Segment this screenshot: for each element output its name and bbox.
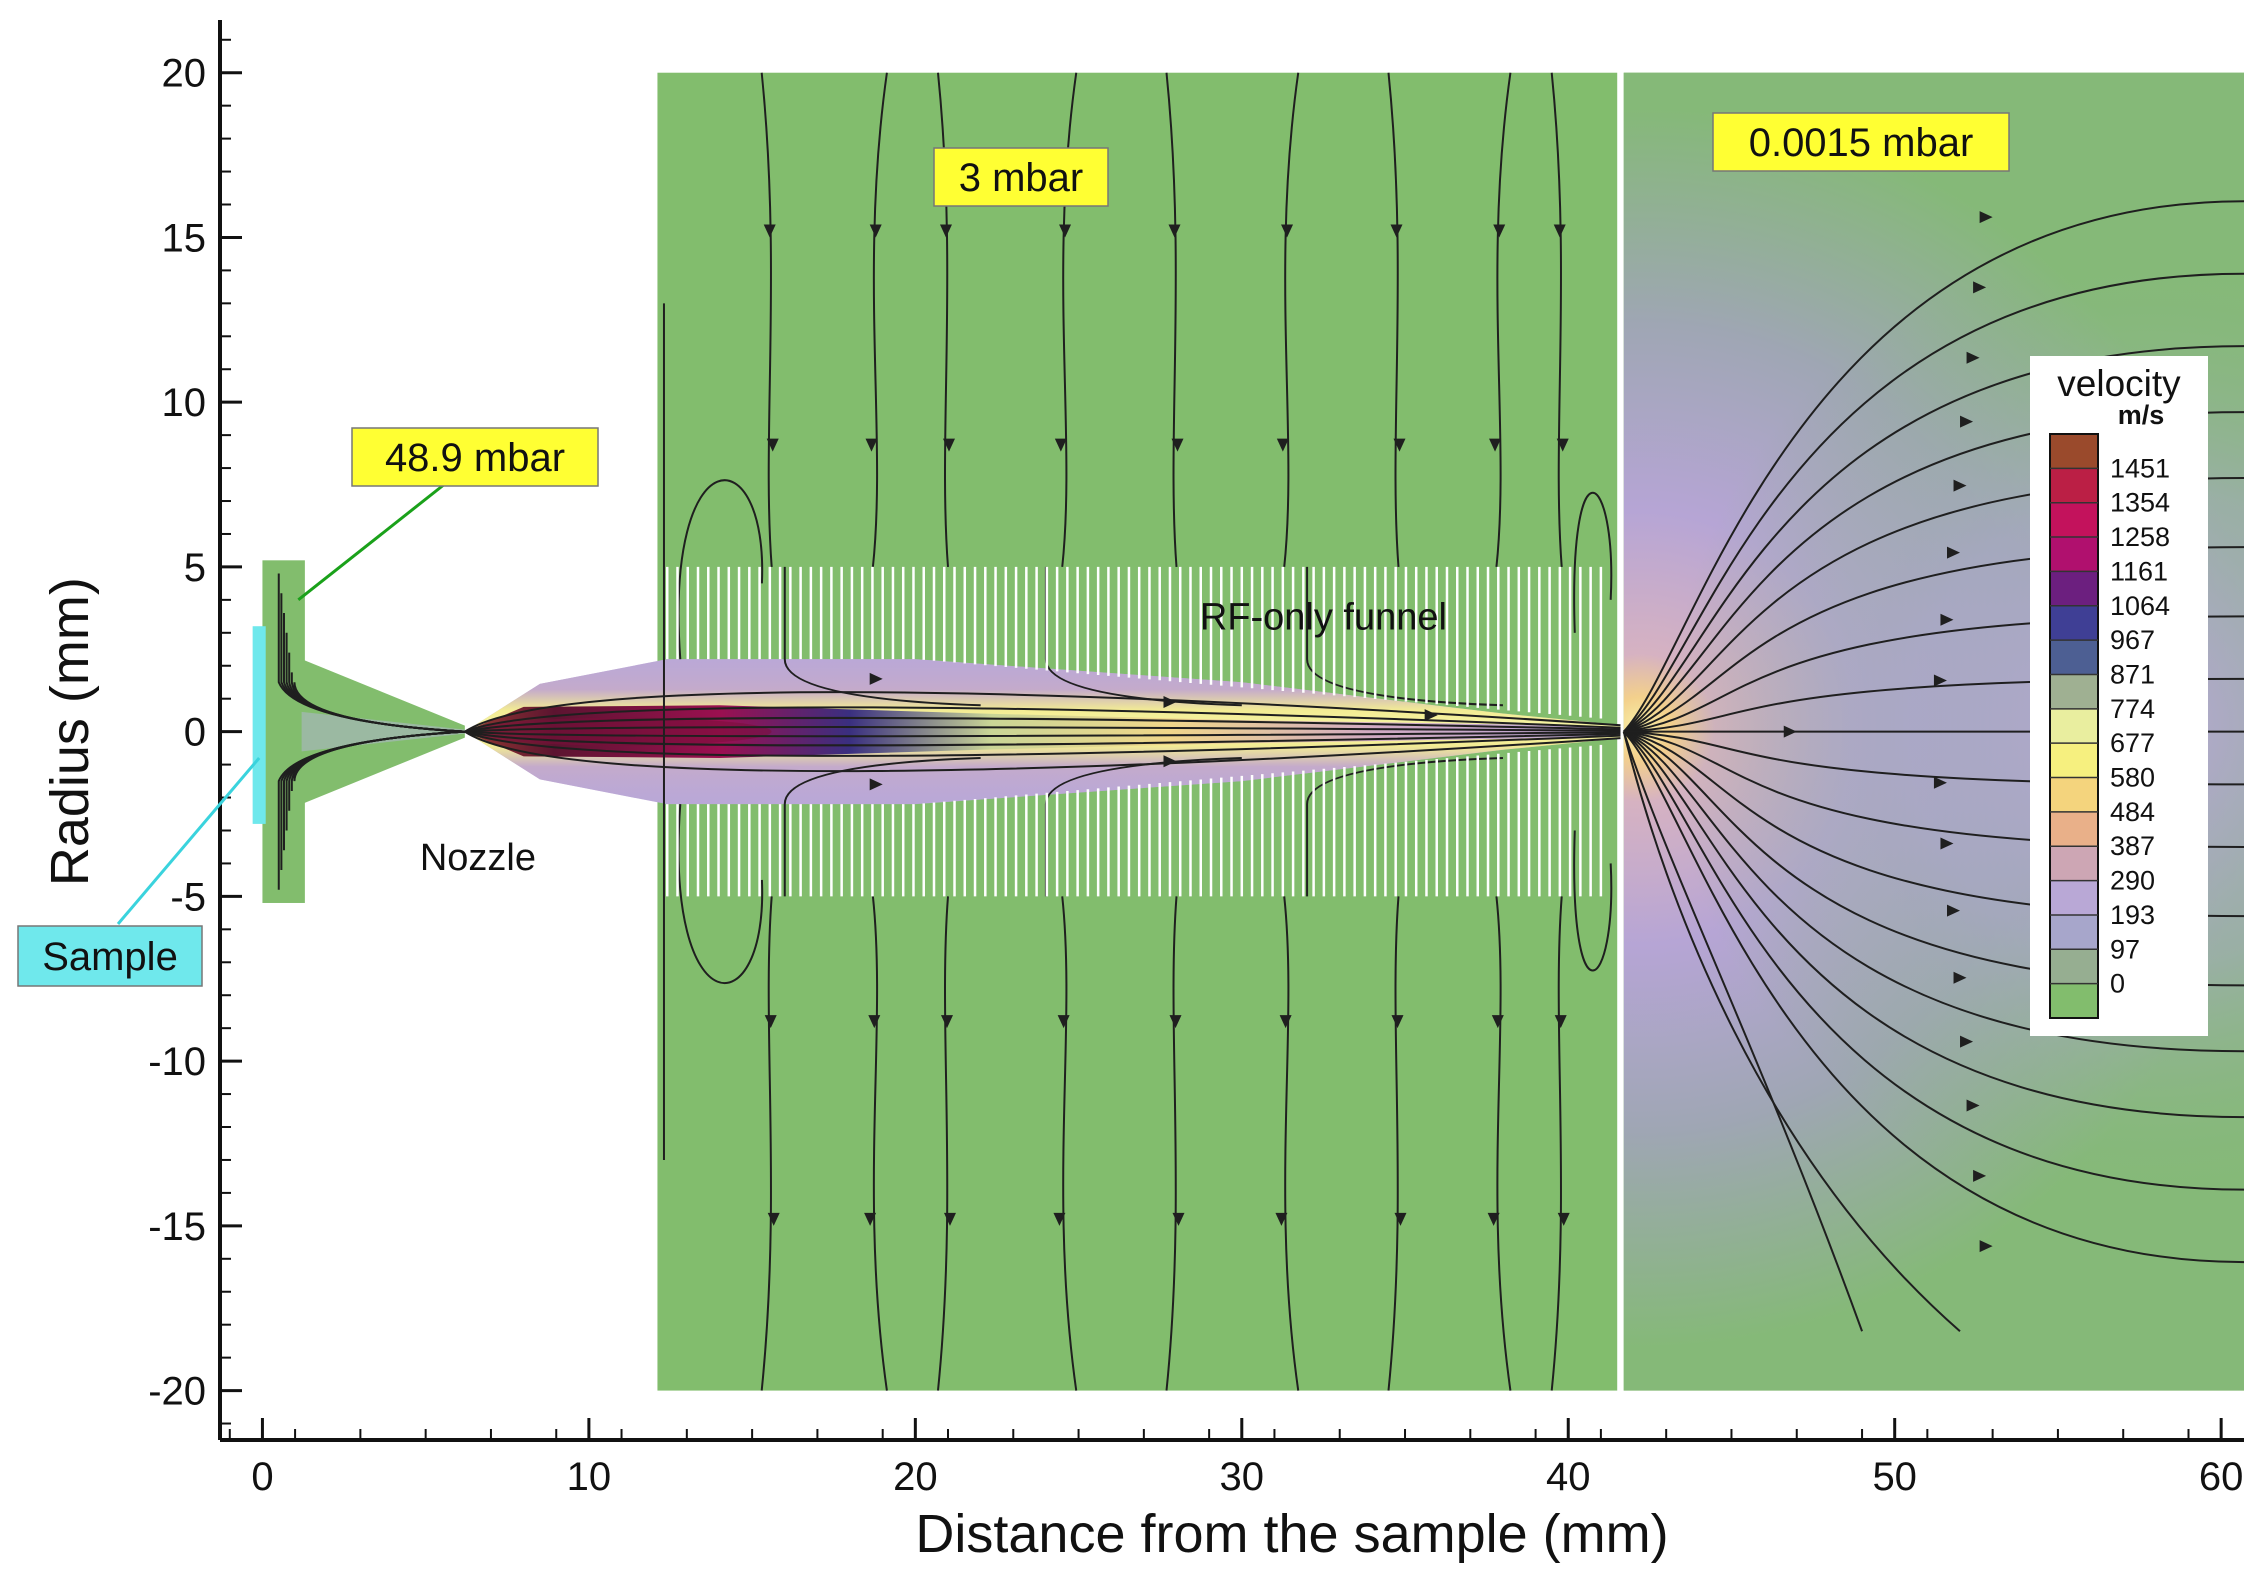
colorbar-label-10: 484 [2110, 797, 2155, 827]
colorbar-swatch-16 [2050, 984, 2098, 1019]
colorbar-label-0: 1451 [2110, 453, 2170, 483]
y-tick-label-5: -5 [170, 875, 206, 919]
colorbar-swatch-5 [2050, 606, 2098, 641]
x-tick-label-2: 20 [893, 1455, 938, 1499]
colorbar-label-1: 1354 [2110, 488, 2170, 518]
colorbar-label-5: 967 [2110, 625, 2155, 655]
jet-hot-spot [472, 718, 772, 746]
label-0.0015mbar: 0.0015 mbar [1749, 121, 1974, 165]
colorbar-swatch-7 [2050, 674, 2098, 709]
leader-48.9mbar [298, 472, 460, 600]
colorbar-swatch-0 [2050, 434, 2098, 469]
colorbar-swatch-13 [2050, 881, 2098, 916]
colorbar-label-2: 1258 [2110, 522, 2170, 552]
colorbar-swatch-6 [2050, 640, 2098, 675]
colorbar-swatch-12 [2050, 846, 2098, 881]
y-tick-label-6: -10 [148, 1040, 206, 1084]
label-3mbar: 3 mbar [959, 156, 1084, 200]
colorbar-swatch-8 [2050, 709, 2098, 744]
colorbar-swatch-1 [2050, 468, 2098, 503]
colorbar-swatch-2 [2050, 503, 2098, 538]
colorbar-label-15: 0 [2110, 969, 2125, 999]
colorbar-label-13: 193 [2110, 900, 2155, 930]
y-axis-title: Radius (mm) [40, 577, 100, 886]
label-sample: Sample [42, 935, 178, 979]
colorbar-label-4: 1064 [2110, 591, 2170, 621]
colorbar-label-7: 774 [2110, 694, 2155, 724]
colorbar-swatch-14 [2050, 915, 2098, 950]
x-tick-label-5: 50 [1872, 1455, 1917, 1499]
x-tick-label-4: 40 [1546, 1455, 1591, 1499]
colorbar-swatch-3 [2050, 537, 2098, 572]
region-48.9mbar-field [262, 560, 304, 903]
y-tick-label-8: -20 [148, 1370, 206, 1414]
x-tick-label-6: 60 [2199, 1455, 2244, 1499]
y-tick-label-2: 10 [162, 381, 207, 425]
x-tick-label-0: 0 [251, 1455, 273, 1499]
x-axis-title: Distance from the sample (mm) [915, 1504, 1668, 1564]
y-tick-label-7: -15 [148, 1205, 206, 1249]
colorbar-swatch-4 [2050, 571, 2098, 606]
sample-plate [253, 626, 266, 824]
colorbar-label-12: 290 [2110, 866, 2155, 896]
colorbar-swatch-9 [2050, 743, 2098, 778]
colorbar-swatch-11 [2050, 812, 2098, 847]
colorbar-unit: m/s [2118, 400, 2165, 430]
colorbar-label-9: 580 [2110, 763, 2155, 793]
colorbar-swatch-10 [2050, 778, 2098, 813]
colorbar-label-3: 1161 [2110, 556, 2168, 586]
y-tick-label-4: 0 [184, 711, 206, 755]
colorbar-label-8: 677 [2110, 728, 2155, 758]
y-tick-label-1: 15 [162, 216, 207, 260]
colorbar-label-6: 871 [2110, 659, 2155, 689]
label-rf-only-funnel: RF-only funnel [1200, 597, 1447, 639]
colorbar-label-11: 387 [2110, 831, 2155, 861]
x-tick-label-3: 30 [1220, 1455, 1265, 1499]
colorbar-swatch-15 [2050, 949, 2098, 984]
colorbar-label-14: 97 [2110, 934, 2140, 964]
label-nozzle: Nozzle [420, 837, 536, 879]
colorbar-title: velocity [2057, 363, 2181, 404]
x-tick-label-1: 10 [567, 1455, 612, 1499]
label-48.9mbar: 48.9 mbar [385, 436, 565, 480]
y-tick-label-3: 5 [184, 546, 206, 590]
y-tick-label-0: 20 [162, 52, 207, 96]
